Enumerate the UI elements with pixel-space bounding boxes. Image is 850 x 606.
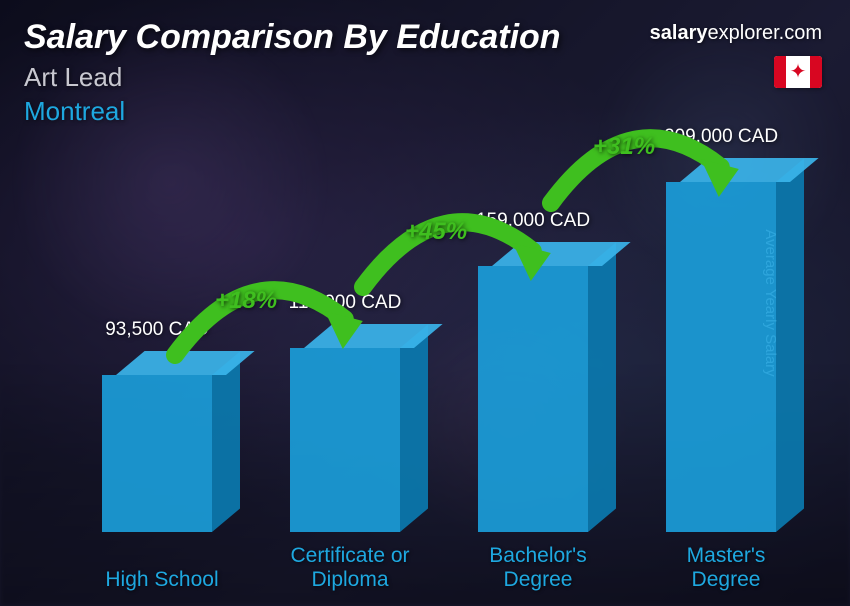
bar: 110,000 CAD [280, 348, 410, 532]
x-axis-label: Master'sDegree [641, 544, 811, 592]
x-axis-label: Bachelor'sDegree [453, 544, 623, 592]
increase-pct-label: +18% [215, 287, 277, 315]
bar-chart: 93,500 CAD 110,000 CAD 159,000 CAD 209,000 … [40, 135, 790, 532]
bar-value-label: 159,000 CAD [476, 210, 590, 232]
bar: 209,000 CAD [656, 182, 786, 532]
watermark: salaryexplorer.com [650, 22, 822, 45]
chart-subtitle-job: Art Lead [24, 62, 122, 93]
bar: 159,000 CAD [468, 266, 598, 532]
increase-pct-label: +45% [405, 218, 467, 246]
chart-title: Salary Comparison By Education [24, 18, 561, 57]
bar-value-label: 110,000 CAD [289, 292, 402, 314]
watermark-rest: explorer.com [708, 22, 823, 44]
canada-flag-icon: ✦ [774, 56, 822, 88]
bar-value-label: 209,000 CAD [664, 126, 778, 148]
watermark-bold: salary [650, 22, 708, 44]
increase-pct-label: +31% [593, 133, 655, 161]
chart-subtitle-location: Montreal [24, 96, 125, 127]
x-axis-label: Certificate orDiploma [265, 544, 435, 592]
x-axis-label: High School [77, 568, 247, 592]
bar-value-label: 93,500 CAD [105, 319, 209, 341]
bar: 93,500 CAD [92, 375, 222, 532]
